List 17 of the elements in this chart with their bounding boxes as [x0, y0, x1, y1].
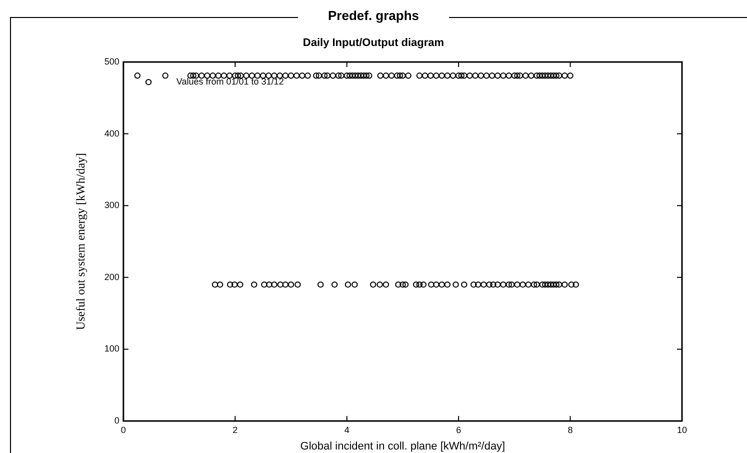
- x-tick-label: 2: [232, 424, 238, 435]
- y-tick-label: 200: [104, 272, 120, 282]
- y-axis-title: Useful out system energy [kWh/day]: [73, 152, 88, 330]
- y-tick-label: 0: [114, 415, 120, 426]
- chart-title: Predef. graphs: [298, 8, 450, 23]
- x-axis-title: Global incident in coll. plane [kWh/m²/day]: [300, 440, 506, 452]
- x-tick-label: 10: [676, 424, 688, 435]
- y-tick-label: 100: [104, 344, 120, 354]
- y-tick-label: 500: [104, 56, 120, 66]
- annotation: Values from 01/01 to 31/12: [176, 76, 284, 86]
- x-tick-label: 6: [456, 424, 462, 435]
- chart-subtitle: Daily Input/Output diagram: [302, 37, 446, 49]
- x-tick-label: 4: [344, 424, 350, 435]
- x-tick-label: 0: [120, 424, 126, 435]
- y-tick-label: 300: [104, 200, 120, 210]
- y-tick-label: 400: [104, 128, 120, 138]
- x-tick-label: 8: [568, 424, 573, 435]
